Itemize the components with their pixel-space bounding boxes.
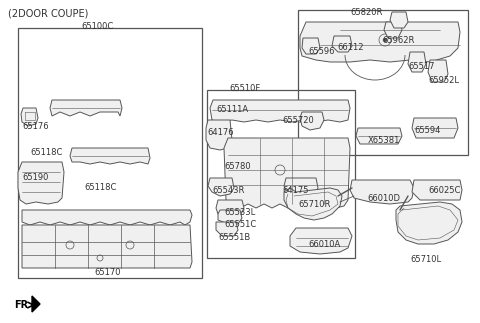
Text: 64175: 64175 <box>282 186 309 195</box>
Text: 65594: 65594 <box>414 126 440 135</box>
Bar <box>18 28 202 278</box>
Text: 65551C: 65551C <box>224 220 256 229</box>
Polygon shape <box>22 225 192 268</box>
Text: 65710R: 65710R <box>298 200 330 209</box>
Text: 65543R: 65543R <box>212 186 244 195</box>
Polygon shape <box>412 180 462 200</box>
Bar <box>207 90 355 258</box>
Text: FR: FR <box>14 300 28 310</box>
Polygon shape <box>210 100 350 122</box>
Text: (2DOOR COUPE): (2DOOR COUPE) <box>8 8 88 18</box>
Polygon shape <box>408 52 426 72</box>
Text: 65118C: 65118C <box>30 148 62 157</box>
Text: 65118C: 65118C <box>84 183 116 192</box>
Text: 65551B: 65551B <box>218 233 250 242</box>
Polygon shape <box>32 296 40 312</box>
Polygon shape <box>284 178 318 198</box>
Polygon shape <box>300 22 460 62</box>
Text: 65510F: 65510F <box>229 84 261 93</box>
Polygon shape <box>18 162 64 204</box>
Circle shape <box>383 38 387 42</box>
Polygon shape <box>384 22 402 38</box>
Polygon shape <box>208 178 234 196</box>
Text: 65710L: 65710L <box>410 255 441 264</box>
Polygon shape <box>70 148 150 164</box>
Polygon shape <box>216 222 238 236</box>
Polygon shape <box>412 118 458 138</box>
Text: 65111A: 65111A <box>216 105 248 114</box>
Polygon shape <box>300 112 324 130</box>
Polygon shape <box>332 36 352 52</box>
Polygon shape <box>302 38 320 54</box>
Text: 65596: 65596 <box>308 47 335 56</box>
Polygon shape <box>216 200 244 218</box>
Text: X65381: X65381 <box>368 136 400 145</box>
Polygon shape <box>206 120 232 150</box>
Polygon shape <box>224 138 350 208</box>
Polygon shape <box>356 128 402 144</box>
Text: 65190: 65190 <box>22 173 48 182</box>
Text: 64176: 64176 <box>207 128 234 137</box>
Polygon shape <box>290 228 352 254</box>
Text: 65533L: 65533L <box>224 208 255 217</box>
Polygon shape <box>350 180 414 204</box>
Text: 65170: 65170 <box>95 268 121 277</box>
Text: 66010A: 66010A <box>308 240 340 249</box>
Text: 65780: 65780 <box>224 162 251 171</box>
Text: 65962R: 65962R <box>382 36 414 45</box>
Text: 65820R: 65820R <box>351 8 383 17</box>
Polygon shape <box>218 210 242 224</box>
Polygon shape <box>50 100 122 116</box>
Text: 65100C: 65100C <box>81 22 113 31</box>
Polygon shape <box>22 210 192 225</box>
Text: 65517: 65517 <box>408 62 434 71</box>
Bar <box>298 10 468 155</box>
Text: 66112: 66112 <box>337 43 363 52</box>
Polygon shape <box>284 188 342 220</box>
Polygon shape <box>390 12 408 28</box>
Polygon shape <box>396 202 462 244</box>
Polygon shape <box>428 60 448 82</box>
Polygon shape <box>21 108 38 126</box>
Text: 66025C: 66025C <box>428 186 460 195</box>
Text: 65176: 65176 <box>22 122 48 131</box>
Text: 66010D: 66010D <box>367 194 400 203</box>
Text: 655720: 655720 <box>282 116 314 125</box>
Text: 65952L: 65952L <box>428 76 459 85</box>
